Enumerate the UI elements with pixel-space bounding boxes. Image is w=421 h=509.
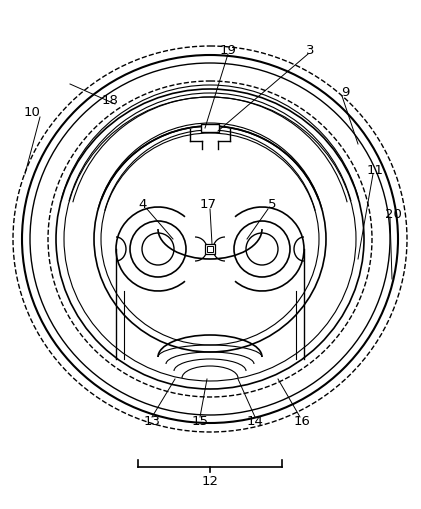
Text: 5: 5: [268, 198, 276, 211]
Text: 19: 19: [220, 43, 237, 56]
Bar: [205, 244, 215, 254]
Text: 13: 13: [144, 415, 160, 428]
Text: 12: 12: [202, 474, 218, 488]
Text: 16: 16: [293, 415, 310, 428]
Text: 4: 4: [139, 198, 147, 211]
Text: 10: 10: [24, 105, 40, 118]
Text: 15: 15: [192, 415, 208, 428]
Text: 9: 9: [341, 86, 349, 98]
Text: 18: 18: [101, 93, 118, 106]
Text: 17: 17: [200, 198, 216, 211]
Text: 14: 14: [247, 415, 264, 428]
Bar: [201, 125, 219, 133]
Text: 20: 20: [384, 208, 402, 221]
Text: 11: 11: [367, 163, 384, 176]
Bar: [207, 246, 213, 252]
Text: 3: 3: [306, 43, 314, 56]
